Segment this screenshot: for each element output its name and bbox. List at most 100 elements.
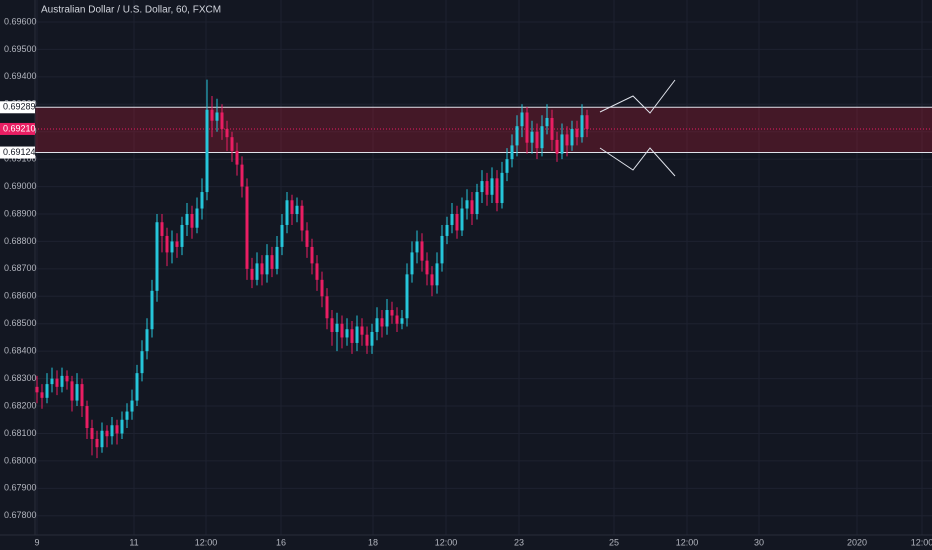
candle-body [275, 246, 279, 269]
candle-body [135, 373, 139, 401]
candle-body [105, 430, 109, 437]
y-tick-label: 0.69600 [4, 16, 37, 26]
candle-body [235, 150, 239, 165]
y-tick-label: 0.68900 [4, 208, 37, 218]
candle-body [540, 126, 544, 149]
candle-body [420, 241, 424, 261]
price-label: 0.69289 [3, 102, 36, 112]
candle-body [515, 126, 519, 146]
candle-body [525, 112, 529, 143]
x-tick-label: 9 [34, 537, 39, 547]
candle-body [405, 274, 409, 319]
candle-body [570, 128, 574, 146]
candle-body [495, 178, 499, 204]
candle-body [435, 263, 439, 286]
candle-body [445, 224, 449, 236]
zone [35, 107, 932, 153]
candle-body [450, 214, 454, 225]
candle-body [545, 117, 549, 127]
candle-body [90, 428, 94, 439]
candle-body [530, 131, 534, 143]
candle-body [505, 159, 509, 173]
candle-body [440, 235, 444, 264]
candle-body [250, 268, 254, 280]
candle-body [65, 375, 69, 382]
candle-body [185, 214, 189, 225]
candle-body [455, 214, 459, 231]
candle-body [285, 200, 289, 225]
candle-body [85, 406, 89, 428]
x-tick-label: 12:00 [195, 537, 218, 547]
y-tick-label: 0.68300 [4, 373, 37, 383]
candle-body [195, 208, 199, 228]
candle-body [190, 214, 194, 228]
x-axis-panel [0, 535, 932, 550]
candle-body [210, 109, 214, 121]
candle-body [150, 290, 154, 330]
y-tick-label: 0.67800 [4, 510, 37, 520]
candle-body [365, 334, 369, 346]
candle-body [200, 192, 204, 209]
candle-body [220, 112, 224, 129]
price-label-box [0, 101, 35, 114]
candle-body [325, 296, 329, 319]
x-tick-label: 23 [514, 537, 524, 547]
candle-body [330, 318, 334, 332]
y-tick-label: 0.68500 [4, 318, 37, 328]
candle-body [470, 200, 474, 214]
candle-body [370, 331, 374, 346]
candle-body [485, 181, 489, 195]
y-tick-label: 0.68400 [4, 346, 37, 356]
y-tick-label: 0.68200 [4, 400, 37, 410]
y-tick-label: 0.69000 [4, 181, 37, 191]
candle-body [550, 117, 554, 140]
candle-body [560, 134, 564, 154]
candle-body [270, 255, 274, 269]
candle-body [520, 112, 524, 127]
candle-body [290, 200, 294, 214]
projection-drawing [599, 79, 676, 177]
candle-body [100, 430, 104, 448]
candle-body [260, 263, 264, 275]
candle-body [300, 205, 304, 231]
candle-body [265, 255, 269, 275]
candle-body [75, 384, 79, 401]
candle-body [120, 419, 124, 434]
candle-body [535, 131, 539, 149]
candle-body [140, 351, 144, 374]
candle-body [80, 384, 84, 407]
candle-body [500, 172, 504, 204]
candle-body [565, 134, 569, 146]
y-tick-label: 0.68000 [4, 455, 37, 465]
y-tick-label: 0.68100 [4, 428, 37, 438]
candle-body [205, 109, 209, 193]
x-tick-label: 18 [368, 537, 378, 547]
candle-body [230, 137, 234, 151]
candle-body [115, 425, 119, 434]
candle-body [110, 425, 114, 437]
y-tick-label: 0.69400 [4, 71, 37, 81]
candle-body [580, 115, 584, 138]
candle-body [40, 392, 44, 398]
candle-body [305, 230, 309, 247]
candle-body [215, 112, 219, 121]
candle-body [45, 384, 49, 398]
candle-body [165, 235, 169, 253]
candle-body [335, 323, 339, 332]
candle-body [460, 208, 464, 231]
candle-body [340, 323, 344, 338]
candle-body [130, 400, 134, 412]
candle-body [95, 438, 99, 448]
candle-body [175, 241, 179, 247]
candle-body [355, 326, 359, 343]
x-tick-label: 12:00 [676, 537, 699, 547]
x-tick-label: 12:00 [911, 537, 932, 547]
candle-body [375, 318, 379, 332]
candle-body [410, 252, 414, 275]
candle-body [320, 279, 324, 297]
y-tick-label: 0.67900 [4, 483, 37, 493]
candle-body [380, 318, 384, 327]
candle-body [125, 411, 129, 420]
price-label-box [0, 122, 35, 135]
